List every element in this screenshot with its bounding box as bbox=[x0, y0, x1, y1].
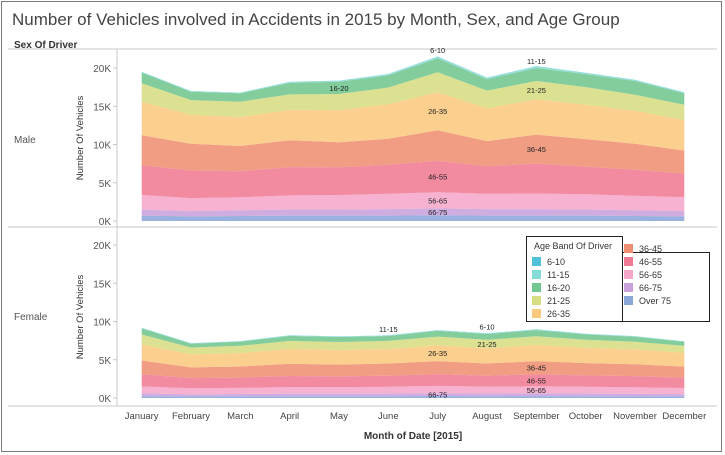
sex-of-driver-header: Sex Of Driver bbox=[14, 40, 78, 51]
y-axis-label-female: Number Of Vehicles bbox=[75, 275, 86, 360]
area-female-21-25 bbox=[141, 334, 685, 355]
row-label-male: Male bbox=[14, 135, 36, 146]
x-tick-label-november: November bbox=[613, 411, 657, 422]
chart-title: Number of Vehicles involved in Accidents… bbox=[12, 10, 620, 29]
annotation-male-16-20: 16-20 bbox=[329, 84, 348, 93]
x-tick-label-february: February bbox=[172, 411, 210, 422]
x-tick-label-march: March bbox=[227, 411, 253, 422]
x-tick-label-june: June bbox=[378, 411, 399, 422]
area-male-16-20 bbox=[141, 58, 685, 105]
legend[interactable]: Age Band Of Driver 6-10 11-15 16-20 21-25 26… bbox=[526, 236, 710, 322]
legend-item-36-45[interactable]: 36-45 bbox=[624, 244, 662, 254]
annotation-male-6-10: 6-10 bbox=[430, 46, 445, 55]
annotation-male-66-75: 66-75 bbox=[428, 208, 447, 217]
annotation-male-11-15: 11-15 bbox=[527, 57, 546, 66]
y-tick-label-male-1: 5K bbox=[99, 179, 112, 190]
area-female-36-45 bbox=[141, 360, 685, 379]
annotation-female-56-65: 56-65 bbox=[527, 386, 546, 395]
area-female-16-20 bbox=[141, 328, 685, 348]
legend-label: 56-65 bbox=[639, 270, 663, 280]
legend-item-26-35[interactable]: 26-35 bbox=[532, 309, 570, 319]
legend-swatch bbox=[532, 270, 541, 279]
legend-item-66-75[interactable]: 66-75 bbox=[624, 283, 662, 293]
legend-label: 26-35 bbox=[547, 309, 571, 319]
y-tick-label-male-2: 10K bbox=[93, 141, 111, 152]
row-label-female: Female bbox=[14, 312, 48, 323]
legend-swatch bbox=[624, 244, 633, 253]
legend-swatch bbox=[532, 309, 541, 318]
y-tick-label-male-0: 0K bbox=[99, 217, 112, 228]
area-male-26-35 bbox=[141, 92, 685, 151]
y-tick-label-female-0: 0K bbox=[99, 394, 112, 405]
x-tick-label-july: July bbox=[429, 411, 446, 422]
x-tick-label-december: December bbox=[662, 411, 706, 422]
area-female-over-75 bbox=[141, 396, 685, 398]
y-axis-label-male: Number Of Vehicles bbox=[75, 96, 86, 181]
legend-swatch bbox=[624, 257, 633, 266]
y-tick-label-female-4: 20K bbox=[93, 241, 111, 252]
y-tick-label-female-3: 15K bbox=[93, 279, 111, 290]
annotation-male-21-25: 21-25 bbox=[527, 86, 546, 95]
legend-swatch bbox=[532, 296, 541, 305]
area-female-26-35 bbox=[141, 344, 685, 368]
panel-male: 0K 5K 10K 15K 20K Number Of Vehicles 6-10 11-15… bbox=[75, 46, 685, 228]
annotation-female-21-25: 21-25 bbox=[477, 340, 496, 349]
legend-item-21-25[interactable]: 21-25 bbox=[532, 296, 570, 306]
legend-item-over-75[interactable]: Over 75 bbox=[624, 296, 671, 306]
legend-item-46-55[interactable]: 46-55 bbox=[624, 257, 662, 267]
legend-label: 11-15 bbox=[547, 270, 570, 280]
legend-swatch bbox=[532, 257, 541, 266]
y-tick-label-male-4: 20K bbox=[93, 64, 111, 75]
legend-swatch bbox=[532, 283, 541, 292]
legend-item-16-20[interactable]: 16-20 bbox=[532, 283, 570, 293]
area-male-46-55 bbox=[141, 160, 685, 199]
area-female-56-65 bbox=[141, 385, 685, 395]
legend-label: 16-20 bbox=[547, 283, 571, 293]
x-tick-label-january: January bbox=[125, 411, 159, 422]
area-male-36-45 bbox=[141, 130, 685, 174]
y-tick-label-female-1: 5K bbox=[99, 356, 112, 367]
y-tick-label-female-2: 10K bbox=[93, 318, 111, 329]
x-tick-label-august: August bbox=[472, 411, 502, 422]
area-male-66-75 bbox=[141, 208, 685, 217]
x-tick-label-april: April bbox=[280, 411, 299, 422]
x-tick-label-september: September bbox=[513, 411, 559, 422]
area-male-21-25 bbox=[141, 72, 685, 120]
y-tick-label-male-3: 15K bbox=[93, 102, 111, 113]
legend-label: 6-10 bbox=[547, 257, 566, 267]
legend-swatch bbox=[624, 270, 633, 279]
annotation-male-46-55: 46-55 bbox=[428, 173, 447, 182]
x-tick-label-october: October bbox=[569, 411, 603, 422]
legend-swatch bbox=[624, 296, 633, 305]
legend-label: 21-25 bbox=[547, 296, 571, 306]
legend-label: 46-55 bbox=[639, 257, 663, 267]
annotation-male-56-65: 56-65 bbox=[428, 196, 447, 205]
annotation-female-6-10: 6-10 bbox=[479, 323, 494, 332]
annotation-female-46-55: 46-55 bbox=[527, 376, 546, 385]
annotation-male-36-45: 36-45 bbox=[527, 145, 546, 154]
annotation-female-26-35: 26-35 bbox=[428, 349, 447, 358]
area-female-66-75 bbox=[141, 393, 685, 397]
legend-label: 66-75 bbox=[639, 283, 663, 293]
legend-swatch bbox=[624, 283, 633, 292]
x-tick-label-may: May bbox=[330, 411, 348, 422]
legend-label: 36-45 bbox=[639, 244, 663, 254]
legend-title: Age Band Of Driver bbox=[534, 241, 613, 251]
legend-item-11-15[interactable]: 11-15 bbox=[532, 270, 569, 280]
annotation-female-36-45: 36-45 bbox=[527, 364, 546, 373]
annotation-female-11-15: 11-15 bbox=[379, 325, 398, 334]
panel-female: 0K 5K 10K 15K 20K Number Of Vehicles 6-10 11-15… bbox=[75, 241, 685, 405]
area-male-over-75 bbox=[141, 215, 685, 221]
legend-item-56-65[interactable]: 56-65 bbox=[624, 270, 662, 280]
area-female-46-55 bbox=[141, 374, 685, 389]
legend-label: Over 75 bbox=[639, 296, 672, 306]
legend-item-6-10[interactable]: 6-10 bbox=[532, 257, 565, 267]
annotation-female-66-75: 66-75 bbox=[428, 391, 447, 400]
annotation-male-26-35: 26-35 bbox=[428, 107, 447, 116]
area-male-56-65 bbox=[141, 192, 685, 212]
x-axis-label: Month of Date [2015] bbox=[364, 431, 462, 442]
